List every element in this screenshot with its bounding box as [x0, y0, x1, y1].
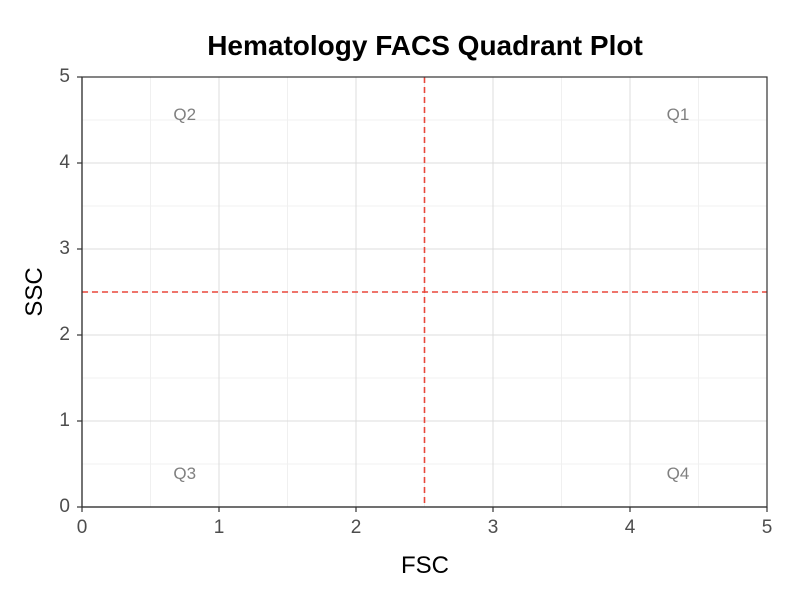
- x-tick-label: 0: [77, 517, 88, 538]
- x-tick-label: 4: [625, 517, 636, 538]
- y-tick-label: 3: [59, 238, 70, 259]
- x-tick-label: 3: [488, 517, 499, 538]
- y-tick-label: 4: [59, 152, 70, 173]
- y-tick-label: 2: [59, 324, 70, 345]
- y-tick-label: 0: [59, 496, 70, 517]
- y-axis: 0 1 2 3 4 5: [59, 66, 83, 517]
- x-tick-label: 5: [762, 517, 773, 538]
- y-axis-title: SSC: [21, 267, 48, 316]
- x-tick-label: 2: [351, 517, 362, 538]
- x-tick-label: 1: [214, 517, 225, 538]
- x-axis-title: FSC: [401, 552, 449, 579]
- quadrant-label-q4: Q4: [667, 464, 690, 483]
- gate-lines: [82, 77, 767, 507]
- quadrant-labels: Q1 Q2 Q3 Q4: [173, 105, 689, 483]
- chart-title: Hematology FACS Quadrant Plot: [207, 30, 643, 61]
- quadrant-label-q1: Q1: [667, 105, 690, 124]
- y-tick-label: 5: [59, 66, 70, 87]
- quadrant-label-q3: Q3: [173, 464, 196, 483]
- y-tick-label: 1: [59, 410, 70, 431]
- quadrant-label-q2: Q2: [173, 105, 196, 124]
- x-axis: 0 1 2 3 4 5: [77, 506, 773, 538]
